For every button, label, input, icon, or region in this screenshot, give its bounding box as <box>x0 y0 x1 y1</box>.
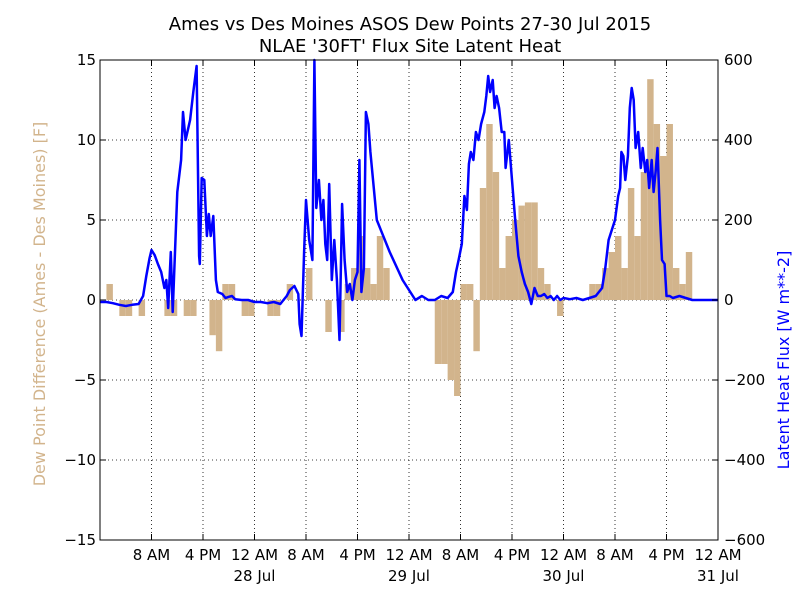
dew-point-bars <box>106 79 693 396</box>
x-date-label: 28 Jul <box>234 567 276 585</box>
dew-point-bar <box>479 188 487 300</box>
y-tick-label-left: 0 <box>86 291 96 309</box>
dew-point-bar <box>447 300 455 380</box>
x-tick-label: 8 AM <box>133 546 171 564</box>
dew-point-bar <box>267 300 274 316</box>
dew-point-bar <box>557 300 564 316</box>
dew-point-bar <box>666 124 673 300</box>
dew-point-bar <box>492 172 500 300</box>
dew-point-bar <box>608 252 615 300</box>
y-tick-label-right: 600 <box>724 51 753 69</box>
chart-subtitle: NLAE '30FT' Flux Site Latent Heat <box>259 36 561 57</box>
y-tick-label-right: 0 <box>724 291 734 309</box>
chart-title: Ames vs Des Moines ASOS Dew Points 27-30… <box>169 14 651 35</box>
axis-ticks: 8 AM 4 PM 12 AM 28 Jul 8 AM 4 PM 12 AM 29 Jul 8 … <box>64 51 765 585</box>
dew-point-bar <box>486 124 493 300</box>
x-date-label: 29 Jul <box>388 567 430 585</box>
x-tick-label: 4 PM <box>494 546 530 564</box>
dew-point-bar <box>615 236 622 300</box>
x-tick-label: 12 AM <box>385 546 432 564</box>
dew-point-bar <box>679 284 686 300</box>
dew-point-bar <box>602 268 609 300</box>
dew-point-bar <box>685 252 693 300</box>
dew-point-bar <box>338 300 345 332</box>
dew-point-bar <box>183 300 191 316</box>
dew-point-bar <box>138 300 146 316</box>
dew-point-bar <box>524 202 532 300</box>
y-tick-label-left: 5 <box>86 211 96 229</box>
dew-point-bar <box>441 300 448 364</box>
dew-point-bar <box>125 300 133 316</box>
dew-point-bar <box>215 300 223 352</box>
dew-point-bar <box>325 300 332 332</box>
dew-point-bar <box>544 284 551 300</box>
dew-point-bar <box>640 172 648 300</box>
y-tick-label-left: 10 <box>77 131 96 149</box>
dew-point-bar <box>454 300 461 396</box>
latent-heat-series <box>100 58 718 342</box>
dew-point-bar <box>512 220 519 300</box>
dew-point-bar <box>647 79 654 300</box>
x-tick-label: 4 PM <box>185 546 221 564</box>
dew-point-bar <box>241 300 249 316</box>
dew-point-bar <box>466 284 474 300</box>
y-tick-label-left: −10 <box>64 451 96 469</box>
dew-point-bar <box>190 300 197 316</box>
left-axis-label: Dew Point Difference (Ames - Des Moines)… <box>30 122 49 487</box>
dew-point-bar <box>660 156 667 300</box>
x-tick-label: 12 AM <box>694 546 741 564</box>
y-tick-label-left: −5 <box>74 371 96 389</box>
x-date-label: 30 Jul <box>543 567 585 585</box>
y-tick-label-left: −15 <box>64 531 96 549</box>
dew-point-bar <box>621 268 628 300</box>
dew-point-bar <box>460 284 467 300</box>
dew-point-bar <box>106 284 113 300</box>
y-tick-label-left: 15 <box>77 51 96 69</box>
dew-point-bar <box>499 268 506 300</box>
x-tick-label: 8 AM <box>442 546 480 564</box>
dew-point-bar <box>209 300 216 336</box>
y-tick-label-right: 200 <box>724 211 753 229</box>
dew-point-bar <box>589 284 596 300</box>
right-axis-label: Latent Heat Flux [W m**-2] <box>774 251 793 470</box>
x-tick-label: 12 AM <box>231 546 278 564</box>
dew-point-bar <box>222 284 229 300</box>
y-tick-label-right: 400 <box>724 131 753 149</box>
y-tick-label-right: −200 <box>724 371 765 389</box>
dew-point-bar <box>228 284 236 300</box>
dew-point-bar <box>434 300 442 364</box>
x-tick-label: 8 AM <box>287 546 325 564</box>
dew-point-bar <box>518 205 525 300</box>
dew-point-bar <box>306 268 313 300</box>
x-tick-label: 4 PM <box>648 546 684 564</box>
dew-point-bar <box>531 202 538 300</box>
x-tick-label: 12 AM <box>540 546 587 564</box>
dew-point-bar <box>370 284 377 300</box>
dew-point-bar <box>505 236 512 300</box>
dew-point-bar <box>273 300 281 316</box>
y-tick-label-right: −600 <box>724 531 765 549</box>
dew-point-bar <box>627 188 635 300</box>
dew-point-bar <box>473 300 480 352</box>
dew-point-bar <box>537 268 545 300</box>
dew-point-bar <box>119 300 126 316</box>
x-tick-label: 8 AM <box>596 546 634 564</box>
dew-point-bar <box>376 236 384 300</box>
dew-point-bar <box>653 124 661 300</box>
dew-point-bar <box>634 236 641 300</box>
dew-point-bar <box>672 268 680 300</box>
dew-point-bar <box>248 300 255 316</box>
dew-point-bar <box>363 268 371 300</box>
x-tick-label: 4 PM <box>339 546 375 564</box>
x-date-label: 31 Jul <box>697 567 739 585</box>
y-tick-label-right: −400 <box>724 451 765 469</box>
dew-point-bar <box>383 268 390 300</box>
latent-heat-line <box>100 58 718 342</box>
